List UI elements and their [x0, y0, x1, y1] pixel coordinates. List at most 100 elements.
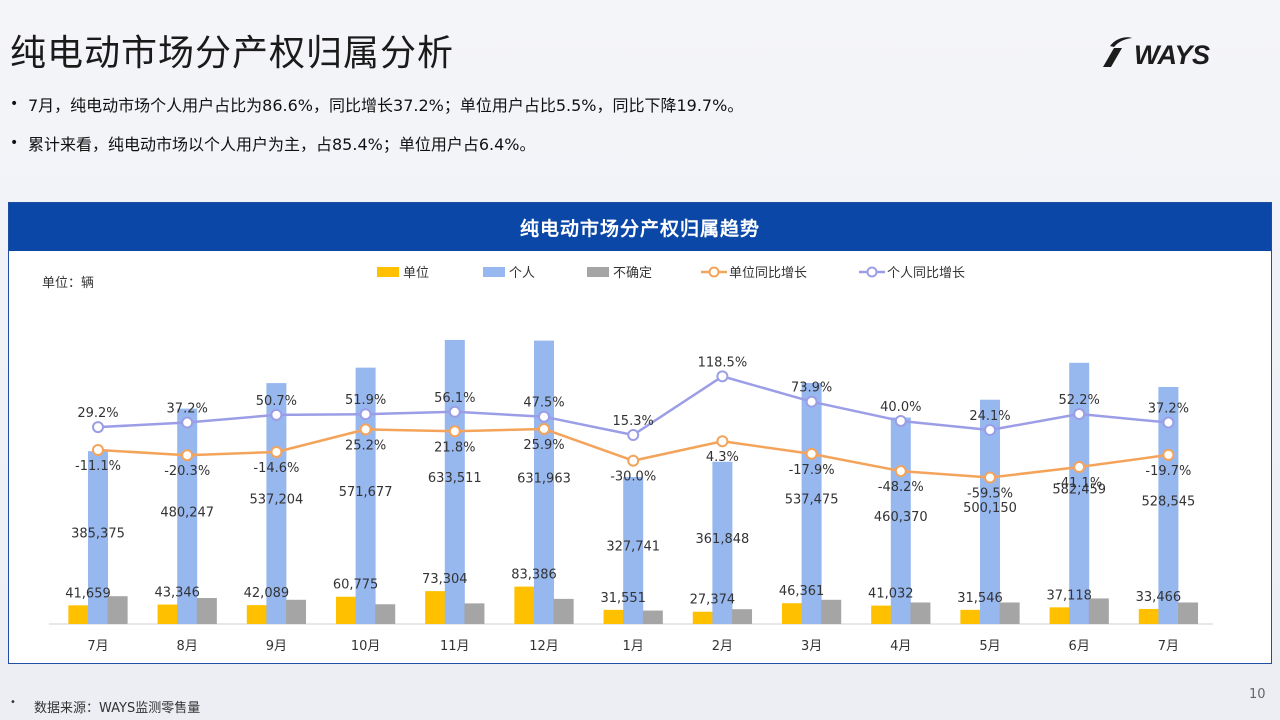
data-label-个人同比增长: 73.9% — [791, 381, 832, 396]
point-单位同比增长 — [448, 425, 461, 438]
data-label-单位同比增长: 25.9% — [523, 438, 564, 453]
bar-不确定 — [999, 602, 1020, 624]
bar-个人 — [1069, 362, 1090, 624]
bar-单位 — [603, 609, 624, 624]
data-label-person: 633,511 — [428, 471, 482, 486]
data-label-person: 327,741 — [606, 540, 660, 555]
data-label-单位同比增长: -11.1% — [75, 459, 121, 474]
chart-canvas: 7月 8月 9月 10月 11月 12月 1月 2月 3月 4月 5月 6月 7月 41,659 43,34… — [49, 266, 1213, 654]
point-单位同比增长 — [716, 435, 729, 448]
bullet-dot-icon: • — [10, 135, 19, 151]
data-label-单位同比增长: -41.1% — [1056, 476, 1102, 491]
bar-单位 — [246, 605, 267, 624]
point-个人同比增长 — [359, 408, 372, 421]
data-label-单位同比增长: 21.8% — [434, 440, 475, 455]
data-label-单位同比增长: 25.2% — [345, 438, 386, 453]
bullet-item: • 累计来看，纯电动市场以个人用户为主，占85.4%；单位用户占6.4%。 — [10, 133, 743, 154]
data-label-个人同比增长: 29.2% — [77, 406, 118, 421]
legend-swatch-不确定 — [587, 267, 609, 277]
legend-swatch-个人 — [483, 267, 505, 277]
bar-个人 — [801, 382, 822, 624]
x-tick-label: 2月 — [712, 639, 733, 654]
data-label-个人同比增长: 15.3% — [613, 414, 654, 429]
data-label-单位同比增长: -19.7% — [1145, 464, 1191, 479]
data-label-person: 361,848 — [696, 532, 750, 547]
bar-单位 — [692, 611, 713, 624]
bar-不确定 — [732, 609, 753, 624]
data-label-person: 460,370 — [874, 510, 928, 525]
bar-个人 — [712, 461, 733, 624]
bar-不确定 — [1088, 598, 1109, 624]
point-个人同比增长 — [270, 408, 283, 421]
data-label-单位同比增长: -20.3% — [164, 464, 210, 479]
page-title: 纯电动市场分产权归属分析 — [10, 33, 455, 74]
legend-label: 个人 — [509, 266, 535, 281]
data-label-unit: 73,304 — [422, 572, 468, 587]
data-label-个人同比增长: 47.5% — [523, 396, 564, 411]
data-label-单位同比增长: -59.5% — [967, 486, 1013, 501]
legend-marker-单位同比增长 — [708, 266, 720, 278]
data-label-unit: 46,361 — [779, 584, 825, 599]
point-单位同比增长 — [359, 423, 372, 436]
chart-panel: 纯电动市场分产权归属趋势 单位：辆 7月 8月 9月 10月 11月 12月 1月 2月 3月 4… — [8, 202, 1272, 664]
point-单位同比增长 — [805, 447, 818, 460]
x-tick-label: 7月 — [1158, 639, 1179, 654]
bar-个人 — [623, 477, 644, 624]
data-label-unit: 42,089 — [244, 586, 290, 601]
data-label-单位同比增长: -30.0% — [610, 470, 656, 485]
point-单位同比增长 — [1162, 448, 1175, 461]
data-label-个人同比增长: 52.2% — [1059, 393, 1100, 408]
data-label-个人同比增长: 50.7% — [256, 394, 297, 409]
bar-单位 — [514, 586, 535, 624]
x-tick-label: 6月 — [1069, 639, 1090, 654]
x-tick-label: 4月 — [890, 639, 911, 654]
data-label-person: 480,247 — [160, 505, 214, 520]
bullet-dot-icon: • — [10, 96, 19, 112]
data-label-unit: 37,118 — [1046, 588, 1092, 603]
bar-单位 — [1138, 608, 1159, 624]
legend-label: 单位 — [403, 266, 429, 281]
bar-个人 — [177, 408, 198, 624]
bar-单位 — [425, 591, 446, 624]
ways-logo-icon — [1103, 37, 1132, 67]
x-tick-label: 11月 — [440, 639, 470, 654]
data-label-unit: 60,775 — [333, 578, 379, 593]
data-label-个人同比增长: 37.2% — [167, 402, 208, 417]
data-label-单位同比增长: -14.6% — [253, 461, 299, 476]
bar-单位 — [1049, 607, 1070, 624]
point-个人同比增长 — [716, 370, 729, 383]
data-label-个人同比增长: 118.5% — [698, 355, 748, 370]
bar-个人 — [88, 451, 108, 624]
data-label-单位同比增长: 4.3% — [706, 450, 739, 465]
bar-不确定 — [196, 597, 217, 624]
data-label-个人同比增长: 37.2% — [1148, 402, 1189, 417]
data-label-unit: 41,659 — [65, 586, 111, 601]
x-tick-label: 12月 — [529, 639, 559, 654]
bar-单位 — [68, 605, 89, 624]
point-个人同比增长 — [627, 428, 640, 441]
x-tick-label: 7月 — [87, 639, 108, 654]
logo-text: WAYS — [1134, 40, 1210, 70]
point-个人同比增长 — [448, 405, 461, 418]
bar-不确定 — [107, 596, 128, 624]
point-个人同比增长 — [92, 421, 104, 434]
bar-单位 — [335, 596, 356, 624]
data-label-person: 537,475 — [785, 492, 839, 507]
legend-label: 个人同比增长 — [887, 266, 965, 281]
legend-swatch-单位 — [377, 267, 399, 277]
bar-单位 — [157, 604, 178, 624]
bar-个人 — [980, 399, 1000, 624]
point-个人同比增长 — [1073, 408, 1086, 421]
data-label-person: 571,677 — [339, 485, 393, 500]
data-label-个人同比增长: 24.1% — [969, 409, 1010, 424]
bar-个人 — [266, 383, 287, 624]
data-label-unit: 83,386 — [511, 568, 557, 583]
data-source: 数据来源：WAYS监测零售量 — [34, 701, 201, 716]
x-tick-label: 8月 — [177, 639, 198, 654]
bar-不确定 — [642, 610, 663, 624]
summary-bullets: • 7月，纯电动市场个人用户占比为86.6%，同比增长37.2%；单位用户占比5… — [10, 94, 743, 172]
point-单位同比增长 — [1073, 461, 1086, 474]
point-个人同比增长 — [984, 423, 996, 436]
bar-个人 — [534, 340, 554, 624]
x-tick-label: 5月 — [979, 639, 1000, 654]
